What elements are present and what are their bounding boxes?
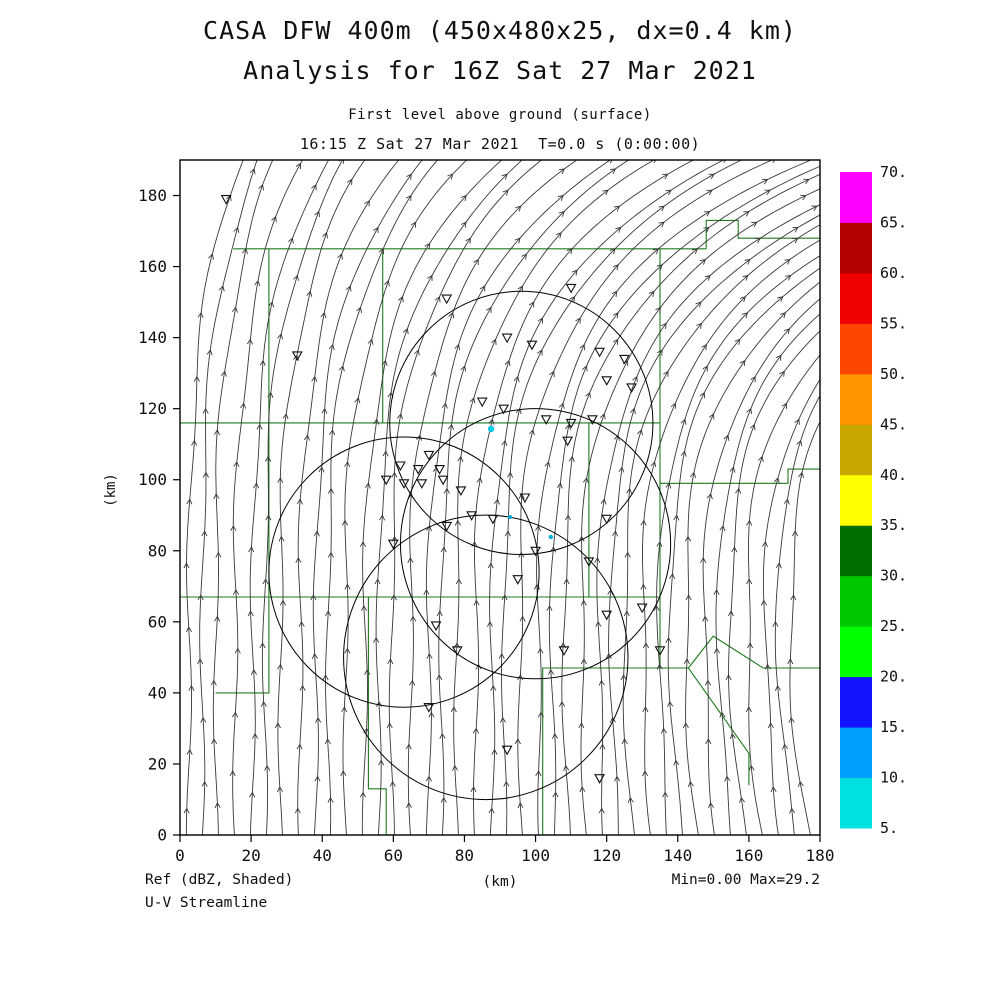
field-label: Ref (dBZ, Shaded) bbox=[145, 872, 294, 888]
svg-text:180: 180 bbox=[138, 186, 167, 205]
svg-text:120: 120 bbox=[592, 846, 621, 865]
level-label: First level above ground (surface) bbox=[348, 107, 652, 123]
reflectivity-layer bbox=[487, 425, 554, 540]
svg-text:70.: 70. bbox=[880, 163, 907, 181]
axis-tick-labels: 0 20 40 60 80 100 120 140 160 180 0 20 40 60 80 100 120 1… bbox=[138, 186, 834, 865]
figure-subtitle: Analysis for 16Z Sat 27 Mar 2021 bbox=[243, 56, 757, 85]
time-label: 16:15 Z Sat 27 Mar 2021 T=0.0 s (0:00:00… bbox=[299, 135, 701, 153]
svg-text:15.: 15. bbox=[880, 718, 907, 736]
svg-text:50.: 50. bbox=[880, 365, 907, 383]
svg-text:40: 40 bbox=[313, 846, 332, 865]
svg-text:40.: 40. bbox=[880, 466, 907, 484]
svg-text:140: 140 bbox=[138, 328, 167, 347]
y-axis-label: (km) bbox=[103, 473, 119, 507]
svg-text:60: 60 bbox=[384, 846, 403, 865]
x-axis-label: (km) bbox=[482, 874, 518, 890]
axis-ticks bbox=[173, 194, 821, 842]
svg-text:10.: 10. bbox=[880, 769, 907, 787]
svg-text:160: 160 bbox=[734, 846, 763, 865]
svg-text:80: 80 bbox=[455, 846, 474, 865]
svg-text:180: 180 bbox=[806, 846, 835, 865]
svg-text:80: 80 bbox=[148, 541, 167, 560]
streamlines-layer bbox=[183, 160, 820, 835]
overlay-label: U-V Streamline bbox=[145, 895, 268, 911]
svg-text:35.: 35. bbox=[880, 516, 907, 534]
svg-text:55.: 55. bbox=[880, 314, 907, 332]
svg-text:60.: 60. bbox=[880, 264, 907, 282]
svg-text:30.: 30. bbox=[880, 567, 907, 585]
svg-text:65.: 65. bbox=[880, 214, 907, 232]
minmax-stats: Min=0.00 Max=29.2 bbox=[671, 872, 820, 888]
svg-text:0: 0 bbox=[157, 826, 167, 845]
svg-text:40: 40 bbox=[148, 683, 167, 702]
range-circles-layer bbox=[268, 290, 672, 801]
svg-text:100: 100 bbox=[138, 470, 167, 489]
svg-text:160: 160 bbox=[138, 257, 167, 276]
svg-text:140: 140 bbox=[663, 846, 692, 865]
svg-text:45.: 45. bbox=[880, 415, 907, 433]
svg-text:20.: 20. bbox=[880, 668, 907, 686]
svg-text:20: 20 bbox=[241, 846, 260, 865]
svg-text:120: 120 bbox=[138, 399, 167, 418]
svg-text:5.: 5. bbox=[880, 819, 898, 837]
svg-text:60: 60 bbox=[148, 612, 167, 631]
svg-text:25.: 25. bbox=[880, 617, 907, 635]
plot-border bbox=[179, 159, 821, 836]
svg-text:0: 0 bbox=[175, 846, 185, 865]
svg-text:100: 100 bbox=[521, 846, 550, 865]
figure-title: CASA DFW 400m (450x480x25, dx=0.4 km) bbox=[203, 16, 797, 45]
svg-text:20: 20 bbox=[148, 754, 167, 773]
site-markers-layer bbox=[220, 195, 666, 784]
colorbar: 5. 10. 15. 20. 25. 30. 35. 40. 45. 50. 55. 60. 65. 70… bbox=[840, 163, 907, 837]
